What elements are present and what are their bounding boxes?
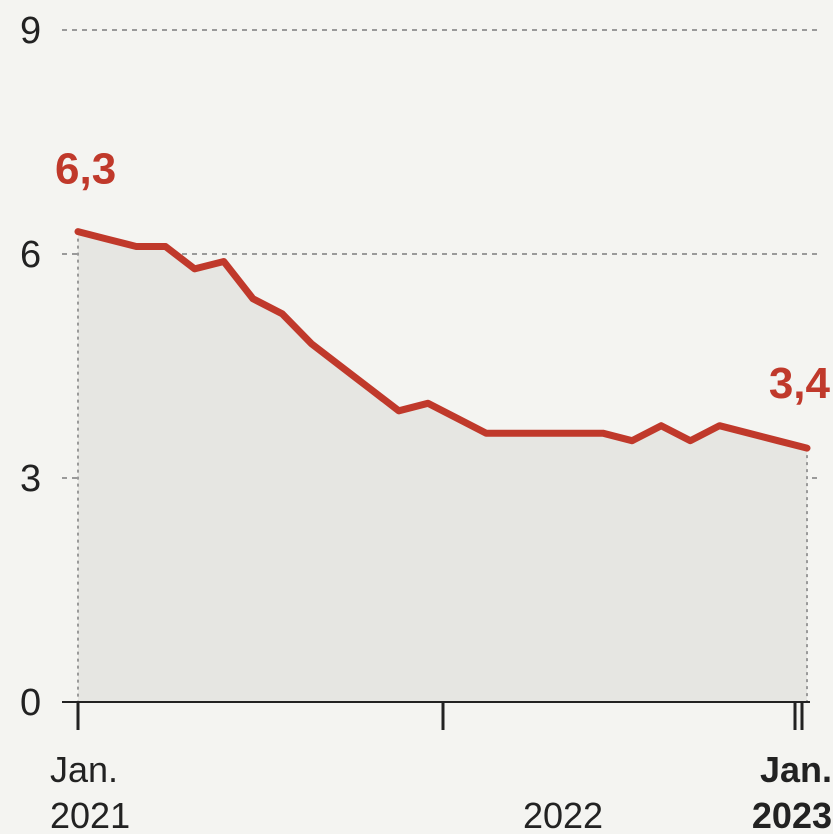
area-layer [77, 231, 808, 702]
line-layer [74, 228, 811, 452]
x-tick-label: Jan. [760, 749, 832, 790]
y-tick-label: 3 [20, 458, 41, 500]
data-label-end: 3,4 [769, 359, 831, 408]
x-tick-label: 2022 [523, 795, 603, 834]
data-label-start: 6,3 [55, 145, 116, 194]
series-line [74, 228, 811, 452]
x-tick-label: Jan. [50, 749, 118, 790]
x-tick-label: 2021 [50, 795, 130, 834]
y-tick-label: 0 [20, 682, 41, 724]
label-layer: 0 3 6 9 Jan. 2021 2022 Jan. 2023 6,3 3,4 [20, 10, 832, 834]
axis-layer [62, 701, 810, 730]
y-tick-label: 6 [20, 234, 41, 276]
y-tick-label: 9 [20, 10, 41, 52]
x-tick-label: 2023 [752, 795, 832, 834]
series-area [78, 231, 807, 702]
